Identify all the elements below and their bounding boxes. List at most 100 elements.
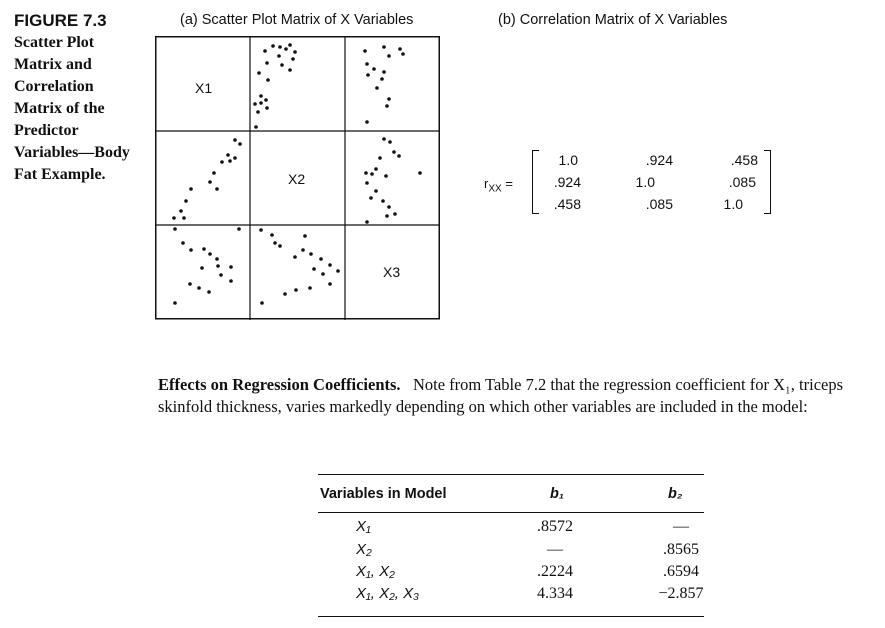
figure-title: Scatter Plot Matrix and Correlation Matr… — [14, 34, 130, 183]
scatter-point — [397, 154, 401, 158]
rxx-label: rXX = — [484, 176, 513, 195]
table-row-b1: — — [547, 541, 563, 558]
scatter-point — [189, 187, 193, 191]
scatter-point — [215, 257, 219, 261]
scatter-point — [226, 153, 230, 157]
scatter-point — [259, 228, 263, 232]
scatter-point — [270, 233, 274, 237]
scatter-point — [253, 102, 257, 106]
scatter-point — [257, 71, 261, 75]
scatter-point — [216, 264, 220, 268]
table-top-rule — [318, 474, 704, 475]
corr-cell-3-1: .458 — [553, 196, 581, 212]
table-row-vars: X₁, X₂, X₃ — [356, 585, 420, 602]
panel-b-title: (b) Correlation Matrix of X Variables — [498, 12, 728, 28]
table-row-b2: .8565 — [663, 541, 699, 558]
scatter-point — [273, 241, 277, 245]
scatter-point — [309, 252, 313, 256]
rxx-subscript: XX — [488, 183, 502, 195]
scatter-point — [229, 265, 233, 269]
table-row-b2: −2.857 — [658, 585, 704, 602]
scatter-point — [328, 263, 332, 267]
scatter-point — [184, 199, 188, 203]
diagonal-label-x2: X2 — [288, 171, 305, 187]
scatter-point — [265, 106, 269, 110]
scatter-point — [363, 49, 367, 53]
scatter-point — [319, 257, 323, 261]
scatter-point — [372, 67, 376, 71]
scatter-point — [254, 125, 258, 129]
corr-cell-2-2: 1.0 — [635, 174, 655, 190]
scatter-point — [212, 171, 216, 175]
corr-cell-1-3: .458 — [730, 152, 758, 168]
scatter-point — [303, 234, 307, 238]
scatter-point — [365, 62, 369, 66]
scatter-point — [398, 47, 402, 51]
header-b1: b₁ — [550, 486, 564, 502]
scatter-point — [378, 156, 382, 160]
scatter-point — [387, 54, 391, 58]
scatter-point — [266, 78, 270, 82]
scatter-point — [259, 94, 263, 98]
table-row-vars: X₁ — [356, 518, 371, 535]
corr-cell-2-1: .924 — [553, 174, 581, 190]
scatter-point — [381, 199, 385, 203]
panel-a-title: (a) Scatter Plot Matrix of X Variables — [180, 12, 414, 28]
scatter-point — [385, 104, 389, 108]
scatter-point — [288, 68, 292, 72]
scatter-point — [238, 142, 242, 146]
table-row-b2: .6594 — [663, 563, 699, 580]
scatter-point — [336, 269, 340, 273]
scatter-point — [328, 282, 332, 286]
scatter-point — [294, 288, 298, 292]
scatter-points — [172, 43, 422, 305]
scatter-point — [278, 45, 282, 49]
scatter-point — [301, 248, 305, 252]
scatter-point — [291, 57, 295, 61]
matrix-bracket-left — [532, 150, 539, 214]
correlation-matrix: rXX = 1.0 .924 .458 .924 1.0 .085 .458 .… — [478, 148, 778, 218]
scatter-point — [375, 86, 379, 90]
scatter-point — [207, 290, 211, 294]
table-row-b1: 4.334 — [537, 585, 573, 602]
scatter-point — [182, 216, 186, 220]
scatter-point — [418, 171, 422, 175]
scatter-point — [283, 292, 287, 296]
scatter-point — [387, 205, 391, 209]
corr-cell-3-2: .085 — [645, 196, 673, 212]
scatter-point — [382, 45, 386, 49]
scatter-point — [181, 241, 185, 245]
scatter-point — [312, 267, 316, 271]
scatter-point — [202, 247, 206, 251]
scatter-point — [393, 212, 397, 216]
scatter-point — [364, 171, 368, 175]
scatter-point — [370, 172, 374, 176]
rxx-equals: = — [505, 176, 513, 191]
scatter-point — [220, 160, 224, 164]
scatter-point — [172, 216, 176, 220]
scatter-point — [365, 220, 369, 224]
corr-cell-1-1: 1.0 — [558, 152, 578, 168]
scatter-point — [321, 272, 325, 276]
diagonal-label-x3: X3 — [383, 264, 400, 280]
scatter-point — [260, 301, 264, 305]
scatter-point — [385, 214, 389, 218]
table-row-b1: .2224 — [537, 563, 573, 580]
scatter-point — [387, 97, 391, 101]
section-heading: Effects on Regression Coefficients. — [158, 375, 401, 394]
scatter-point — [280, 63, 284, 67]
scatter-point — [392, 150, 396, 154]
scatter-point — [366, 73, 370, 77]
scatter-point — [374, 167, 378, 171]
scatter-point — [263, 49, 267, 53]
scatter-point — [365, 181, 369, 185]
scatter-point — [380, 77, 384, 81]
scatter-matrix-frame — [155, 36, 440, 320]
table-row-b2: — — [673, 518, 689, 535]
scatter-point — [233, 156, 237, 160]
scatter-point — [237, 227, 241, 231]
figure-label: FIGURE 7.3 — [14, 11, 107, 30]
scatter-plot-matrix: X1 X2 X3 — [155, 36, 440, 320]
scatter-point — [293, 50, 297, 54]
scatter-point — [265, 61, 269, 65]
